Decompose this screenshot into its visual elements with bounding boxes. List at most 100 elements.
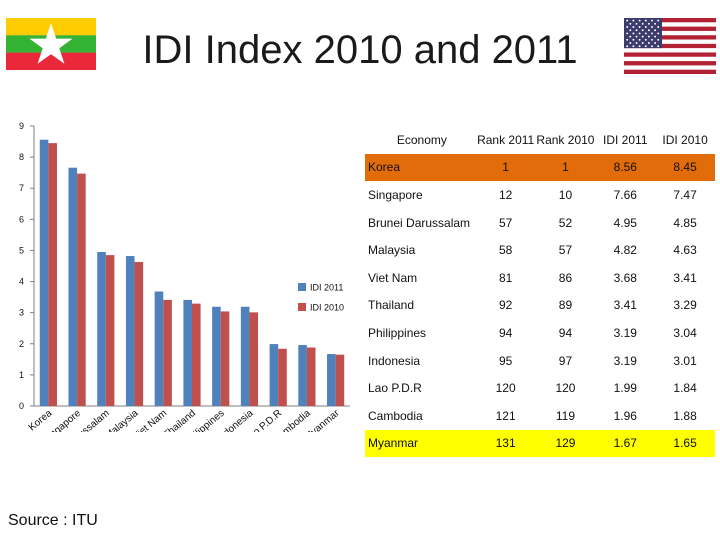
economy-cell: Lao P.D.R [368, 381, 422, 396]
rank2011-cell: 92 [498, 298, 513, 313]
rank2011-cell: 12 [498, 187, 513, 202]
idi-bar-chart: 0123456789KoreaSingaporeBrunei Darussala… [19, 121, 350, 432]
bar-idi2011 [68, 167, 78, 406]
legend-swatch [298, 283, 306, 291]
idi2010-cell: 4.63 [673, 243, 697, 258]
economy-cell: Singapore [368, 187, 423, 202]
y-tick-label: 8 [19, 152, 24, 162]
rank2010-cell: 57 [558, 243, 573, 258]
idi2011-cell: 1.99 [613, 381, 637, 396]
bar-idi2011 [183, 299, 192, 406]
bar-idi2010 [278, 348, 287, 406]
idi2011-cell: 1.67 [595, 429, 656, 458]
idi2011-cell: 3.19 [613, 325, 637, 340]
bar-idi2011 [125, 256, 135, 406]
y-tick-label: 6 [19, 214, 24, 224]
bar-idi2011 [269, 344, 279, 406]
economy-cell: Brunei Darussalam [368, 215, 471, 230]
idi2011-cell: 3.68 [613, 270, 637, 285]
idi2010-cell: 4.85 [673, 215, 697, 230]
idi2010-cell: 3.41 [673, 270, 697, 285]
table-header-row: Economy Rank 2011 Rank 2010 IDI 2011 IDI… [365, 126, 715, 154]
bar-idi2010 [220, 311, 230, 406]
idi2011-cell: 3.19 [613, 353, 637, 368]
idi2010-cell: 8.45 [655, 153, 715, 182]
rank2011-cell: 131 [475, 429, 536, 458]
economy-cell: Malaysia [368, 243, 416, 258]
legend-swatch [298, 303, 306, 311]
idi2011-cell: 8.56 [595, 153, 656, 182]
table-row: Philippines 94 94 3.19 3.04 [365, 319, 715, 347]
us-flag-icon [624, 18, 716, 74]
table-row: Thailand 92 89 3.41 3.29 [365, 292, 715, 320]
page-title: IDI Index 2010 and 2011 [142, 28, 578, 72]
bar-idi2010 [77, 173, 86, 406]
source-note: Source : ITU [8, 512, 98, 529]
rank2010-cell: 120 [555, 381, 576, 396]
idi2010-cell: 3.29 [673, 298, 697, 313]
idi2011-cell: 1.96 [613, 408, 637, 423]
table-row: Myanmar 131 129 1.67 1.65 [365, 429, 715, 458]
bar-idi2010 [335, 354, 345, 406]
y-tick-label: 1 [19, 370, 24, 380]
bar-idi2010 [163, 299, 172, 406]
table-row: Brunei Darussalam 57 52 4.95 4.85 [365, 209, 715, 237]
table-row: Indonesia 95 97 3.19 3.01 [365, 347, 715, 375]
y-tick-label: 2 [19, 339, 24, 349]
legend-label: IDI 2011 [310, 283, 343, 293]
rank2010-cell: 52 [558, 215, 573, 230]
col-header-economy: Economy [396, 132, 447, 147]
economy-cell: Indonesia [368, 353, 421, 368]
rank2011-cell: 81 [498, 270, 513, 285]
col-header-idi2011: IDI 2011 [603, 132, 648, 147]
bar-idi2010 [249, 312, 259, 406]
col-header-idi2010: IDI 2010 [662, 132, 708, 147]
col-header-rank2010: Rank 2010 [536, 132, 595, 147]
idi2010-cell: 3.04 [673, 325, 697, 340]
bar-idi2011 [212, 306, 221, 406]
bar-idi2010 [48, 143, 57, 406]
bar-idi2011 [327, 354, 336, 406]
rank2010-cell: 97 [558, 353, 573, 368]
rank2010-cell: 94 [558, 325, 573, 340]
idi-ranking-table: Economy Rank 2011 Rank 2010 IDI 2011 IDI… [365, 126, 715, 458]
bar-idi2010 [105, 255, 115, 406]
idi2010-cell: 3.01 [673, 353, 697, 368]
economy-cell: Myanmar [365, 429, 476, 458]
economy-cell: Viet Nam [368, 270, 418, 285]
rank2011-cell: 120 [495, 381, 516, 396]
rank2010-cell: 86 [558, 270, 573, 285]
rank2011-cell: 121 [495, 408, 516, 423]
rank2010-cell: 119 [555, 408, 576, 423]
x-tick-label: Thailand [161, 408, 197, 432]
economy-cell: Philippines [368, 325, 427, 340]
rank2011-cell: 58 [498, 243, 513, 258]
y-tick-label: 9 [19, 121, 24, 131]
bar-idi2010 [306, 347, 316, 406]
table-row: Cambodia 121 119 1.96 1.88 [365, 402, 715, 430]
bar-idi2011 [154, 291, 164, 406]
x-tick-label: Malaysia [103, 408, 141, 432]
bar-idi2011 [298, 345, 307, 406]
rank2010-cell: 129 [535, 429, 596, 458]
table-row: Malaysia 58 57 4.82 4.63 [365, 236, 715, 264]
x-tick-label: Viet Nam [131, 408, 169, 432]
economy-cell: Thailand [368, 298, 415, 313]
economy-cell: Korea [365, 153, 476, 182]
rank2010-cell: 10 [558, 187, 573, 202]
legend-label: IDI 2010 [310, 303, 344, 313]
y-tick-label: 0 [19, 401, 24, 411]
idi2010-cell: 7.47 [673, 187, 697, 202]
idi2011-cell: 7.66 [613, 187, 637, 202]
rank2010-cell: 1 [535, 153, 596, 182]
bar-idi2010 [192, 303, 201, 406]
myanmar-flag-icon [6, 18, 96, 70]
y-tick-label: 5 [19, 245, 24, 255]
rank2011-cell: 57 [498, 215, 513, 230]
bar-idi2011 [240, 306, 250, 406]
bar-idi2010 [134, 261, 144, 406]
idi2011-cell: 4.95 [613, 215, 637, 230]
idi2011-cell: 4.82 [613, 243, 637, 258]
bar-idi2011 [97, 252, 106, 406]
table-row: Lao P.D.R 120 120 1.99 1.84 [365, 374, 715, 402]
